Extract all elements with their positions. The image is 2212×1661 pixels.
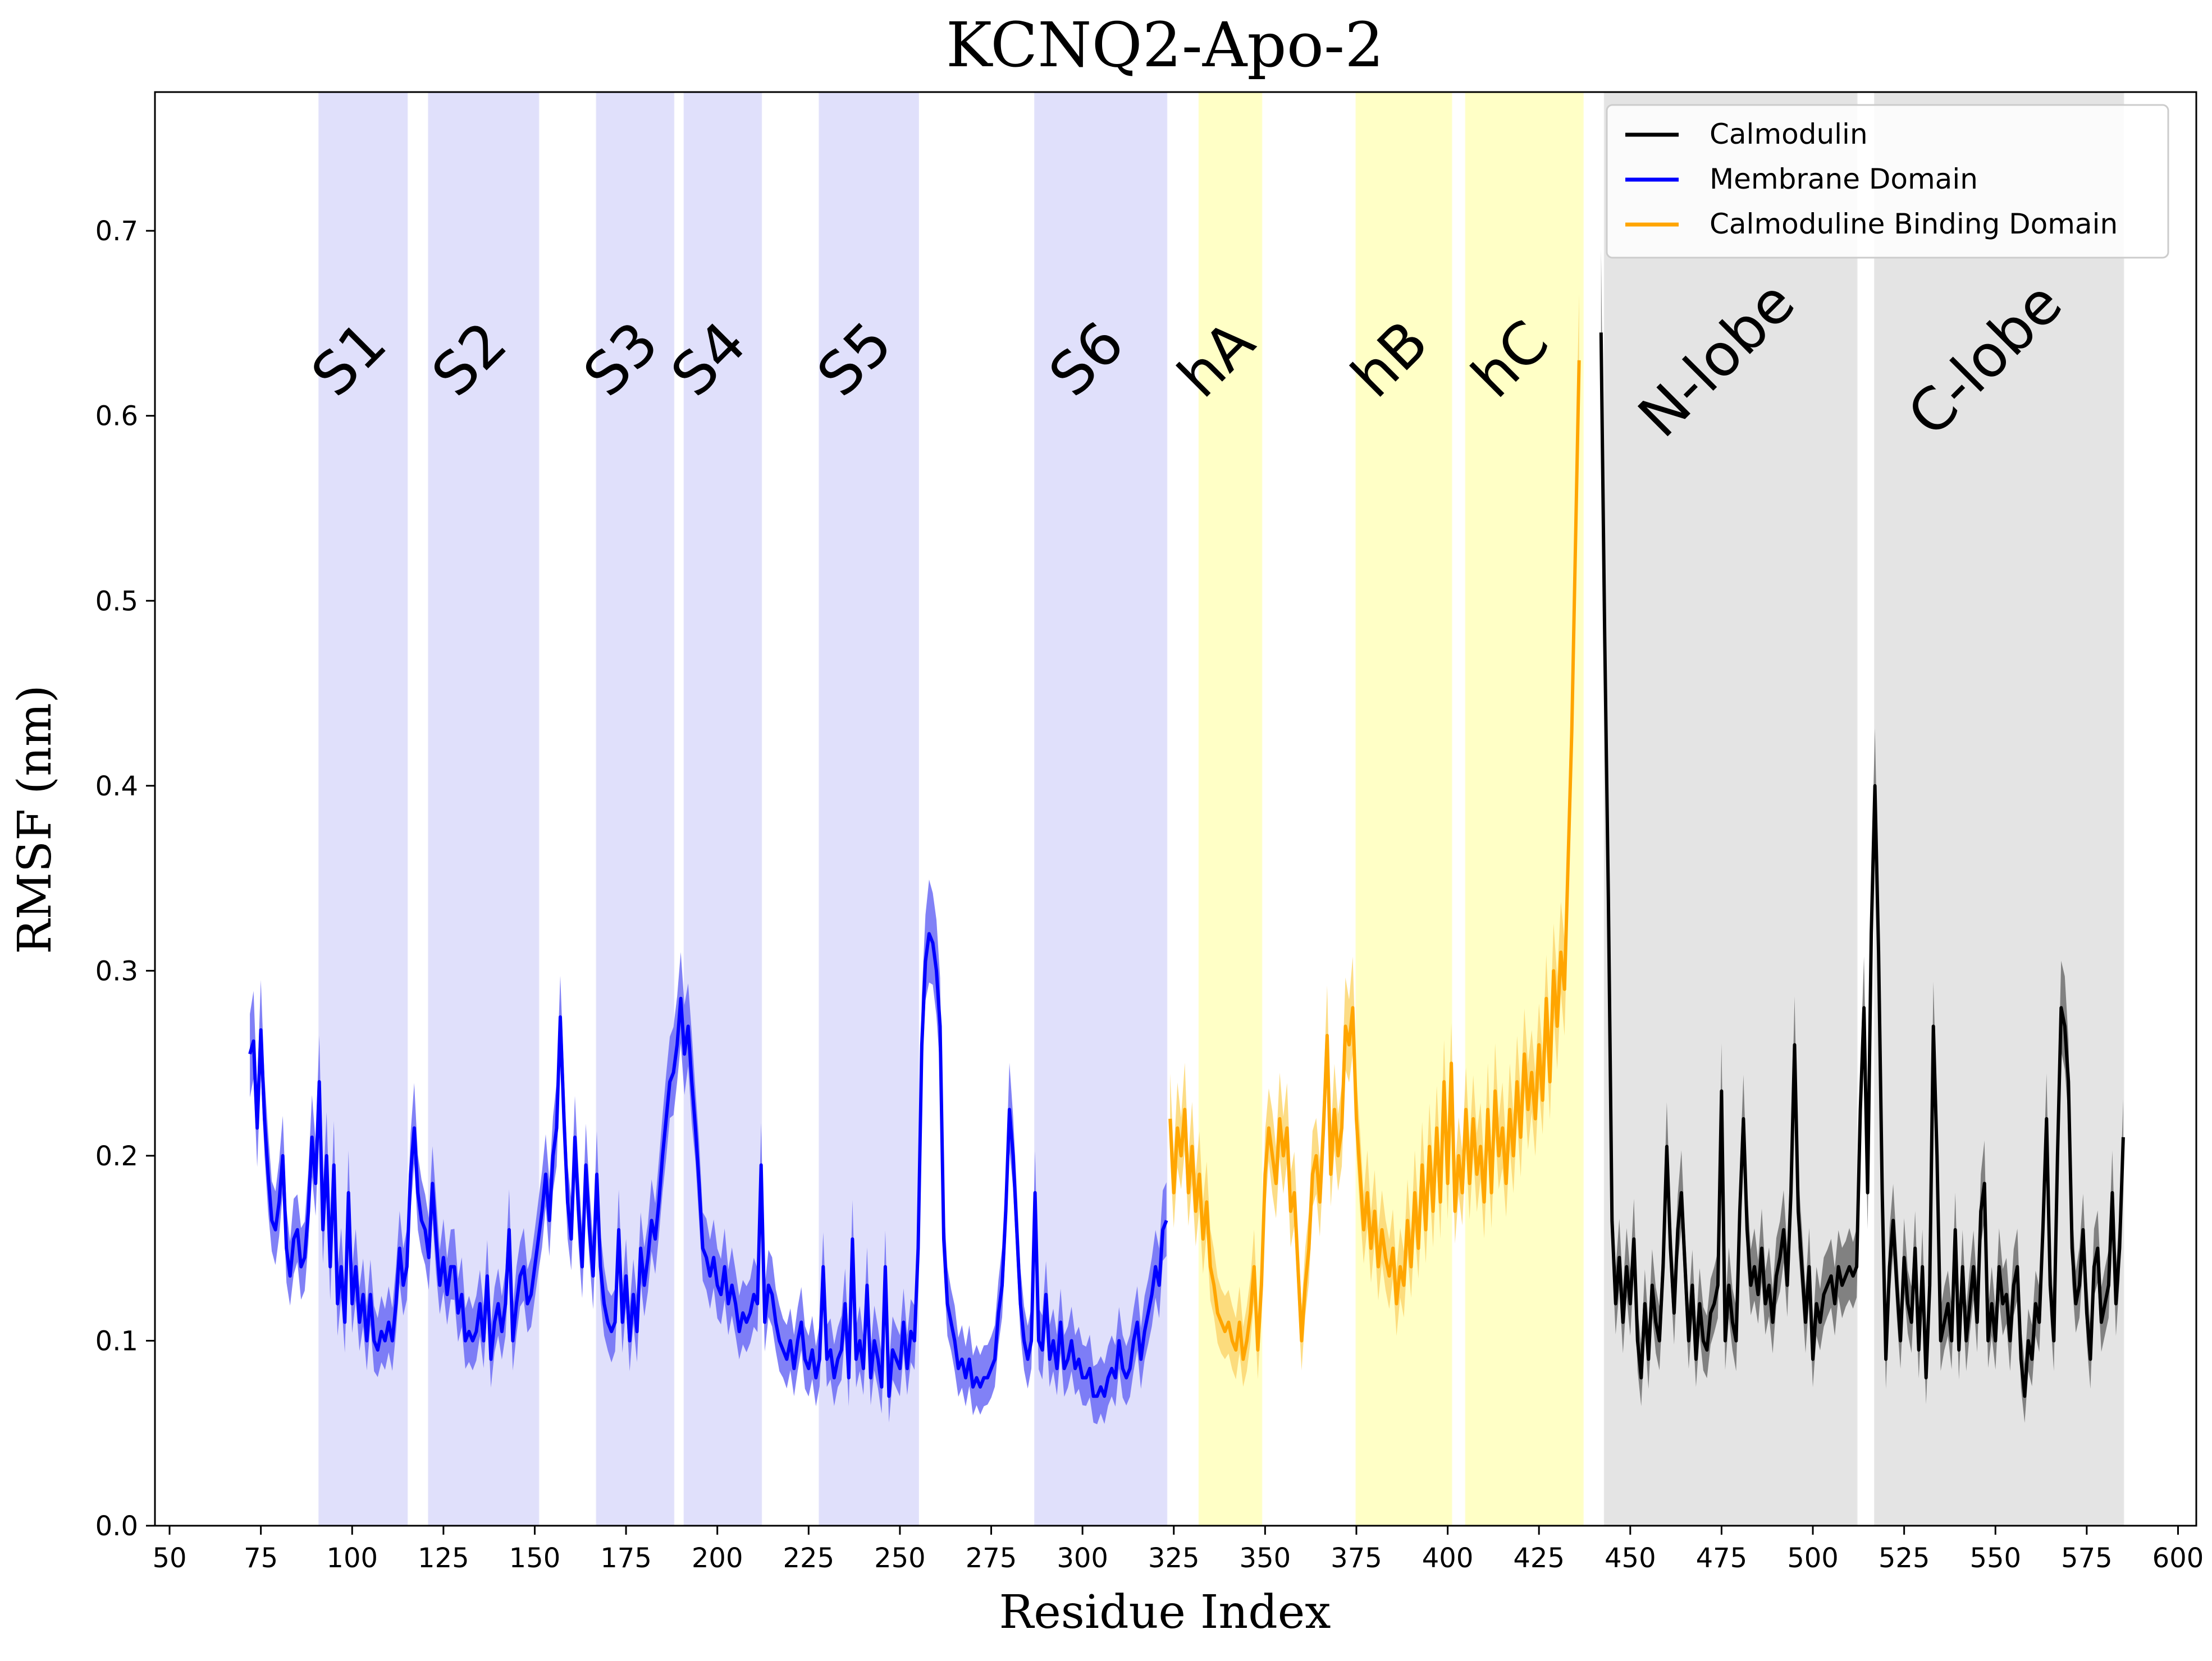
x-tick-label: 125 — [418, 1543, 469, 1574]
x-tick-label: 325 — [1148, 1543, 1200, 1574]
band-membrane-domain — [250, 879, 1167, 1425]
x-tick-label: 175 — [600, 1543, 652, 1574]
line-membrane-domain — [248, 932, 1168, 1398]
x-tick-label: 400 — [1422, 1543, 1474, 1574]
x-tick-label: 300 — [1057, 1543, 1108, 1574]
x-tick-label: 75 — [244, 1543, 278, 1574]
legend-box — [1606, 104, 2169, 259]
x-tick-label: 350 — [1240, 1543, 1291, 1574]
x-tick-label: 575 — [2061, 1543, 2113, 1574]
x-tick-label: 550 — [1969, 1543, 2021, 1574]
line-calmoduline-binding-domain — [1168, 360, 1581, 1361]
legend-label-membrane-domain: Membrane Domain — [1710, 163, 1978, 195]
x-tick-label: 200 — [692, 1543, 743, 1574]
plot-frame — [154, 91, 2197, 1527]
y-tick-label: 0.5 — [95, 585, 138, 617]
y-tick-label: 0.6 — [95, 401, 138, 432]
x-axis-label: Residue Index — [999, 1586, 1331, 1639]
legend-label-calmodulin: Calmodulin — [1710, 118, 1868, 150]
series-line-group — [248, 332, 2125, 1398]
x-tick-label: 50 — [152, 1543, 186, 1574]
x-tick-label: 500 — [1787, 1543, 1839, 1574]
chart-title: KCNQ2-Apo-2 — [946, 9, 1384, 81]
x-tick-label: 225 — [783, 1543, 834, 1574]
y-axis-label: RMSF (nm) — [8, 685, 62, 954]
y-axis-ticks: 0.0 0.1 0.2 0.3 0.4 0.5 0.6 0.7 — [95, 216, 155, 1542]
x-tick-label: 475 — [1696, 1543, 1748, 1574]
x-tick-label: 375 — [1331, 1543, 1382, 1574]
x-axis-ticks: 50 75 100 125 150 175 200 225 250 275 300 325 350 375… — [152, 1526, 2204, 1574]
y-tick-label: 0.1 — [95, 1325, 138, 1357]
y-tick-label: 0.3 — [95, 955, 138, 987]
region-hc — [1465, 91, 1584, 1527]
band-calmoduline-binding-domain — [1170, 294, 1579, 1387]
line-calmodulin — [1599, 332, 2125, 1398]
x-tick-label: 100 — [326, 1543, 378, 1574]
x-tick-label: 275 — [966, 1543, 1017, 1574]
y-tick-label: 0.0 — [95, 1511, 138, 1542]
y-tick-label: 0.4 — [95, 771, 138, 802]
legend: Calmodulin Membrane Domain Calmoduline B… — [1606, 104, 2169, 259]
x-tick-label: 150 — [509, 1543, 561, 1574]
legend-label-calmoduline-binding-domain: Calmoduline Binding Domain — [1710, 208, 2118, 240]
x-tick-label: 250 — [874, 1543, 926, 1574]
y-tick-label: 0.2 — [95, 1141, 138, 1172]
x-tick-label: 450 — [1605, 1543, 1656, 1574]
y-tick-label: 0.7 — [95, 216, 138, 247]
x-tick-label: 425 — [1513, 1543, 1565, 1574]
x-tick-label: 525 — [1879, 1543, 1930, 1574]
x-tick-label: 600 — [2152, 1543, 2204, 1574]
